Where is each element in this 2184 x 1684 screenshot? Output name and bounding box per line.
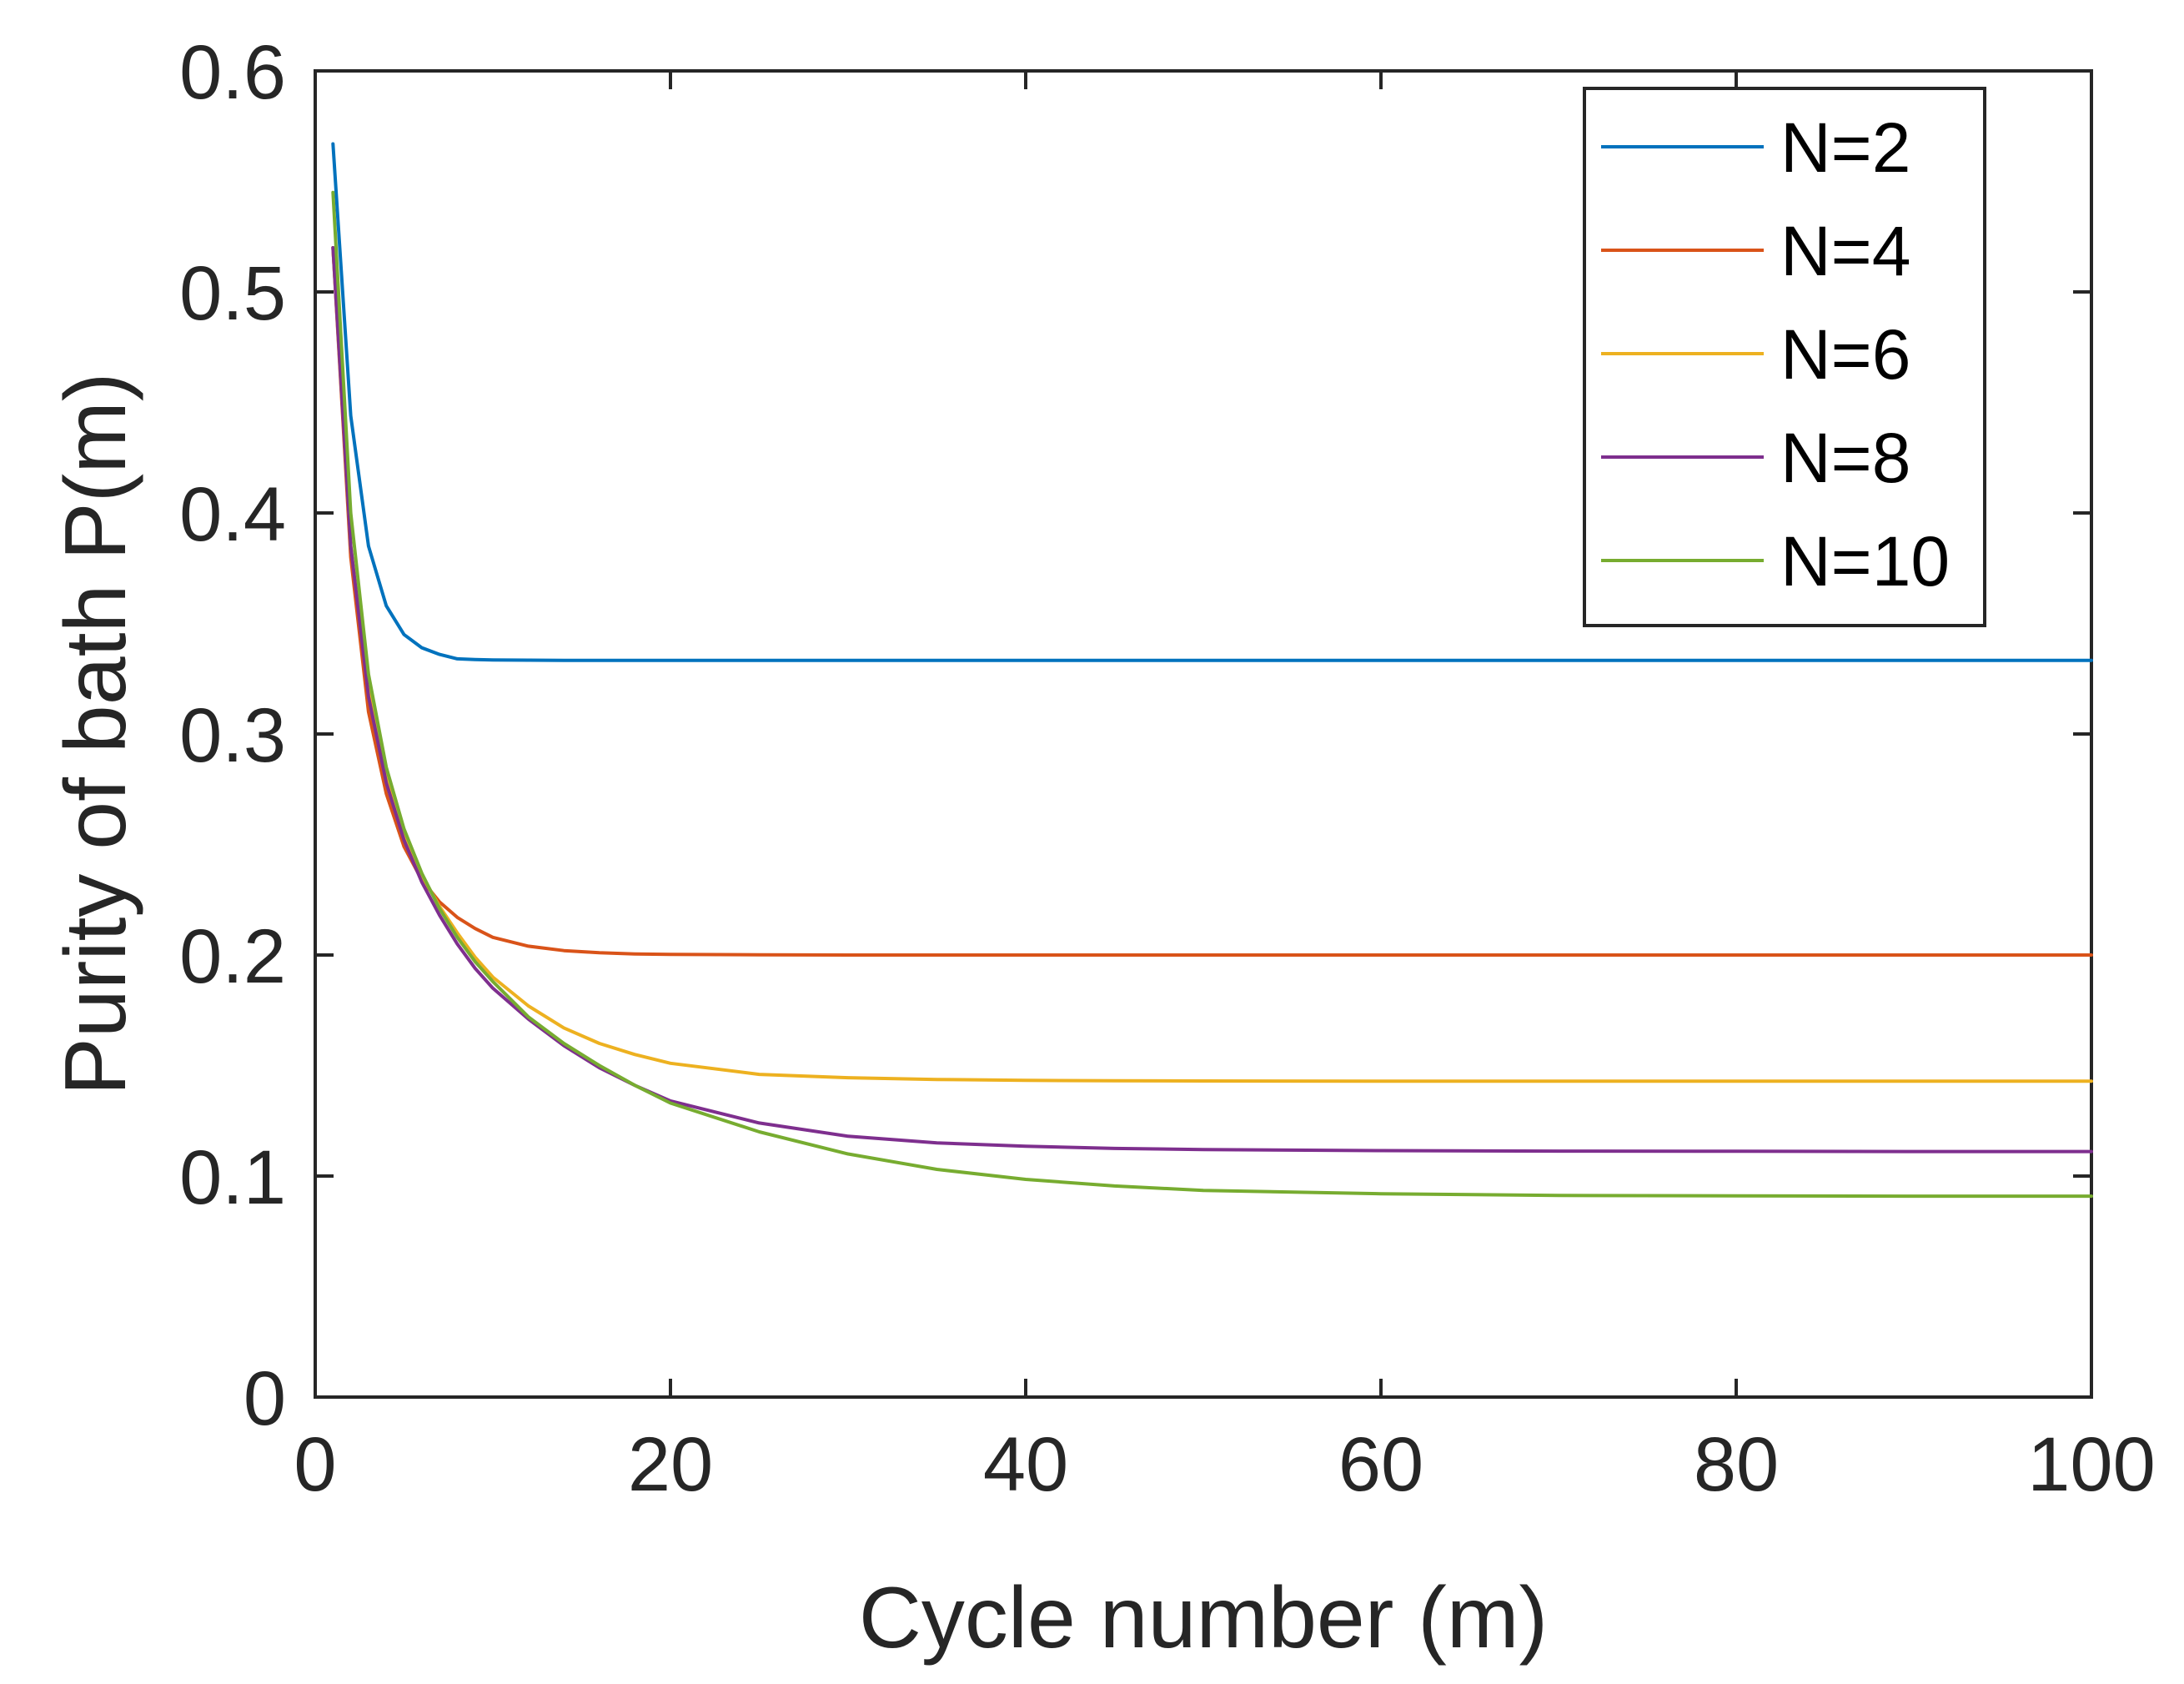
y-tick-label: 0.2 xyxy=(179,914,286,999)
y-tick-label: 0.1 xyxy=(179,1135,286,1220)
series-line-n6 xyxy=(331,246,2093,1083)
x-tick-label: 20 xyxy=(628,1422,713,1507)
legend: N=2 N=4 N=6 N=8 N=10 xyxy=(1583,87,1986,627)
x-axis-title: Cycle number (m) xyxy=(859,1570,1548,1666)
x-tick-label: 0 xyxy=(294,1422,336,1507)
y-tick-label: 0.3 xyxy=(179,693,286,778)
x-tick-label: 80 xyxy=(1694,1422,1779,1507)
legend-label: N=8 xyxy=(1780,419,1910,497)
series-line-n4 xyxy=(331,246,2093,957)
y-tick-label: 0.6 xyxy=(179,30,286,115)
legend-box xyxy=(1583,87,1986,627)
x-tick-label: 100 xyxy=(2027,1422,2156,1507)
y-tick-label: 0.4 xyxy=(179,472,286,557)
x-tick-label: 60 xyxy=(1338,1422,1423,1507)
x-tick-label: 40 xyxy=(983,1422,1068,1507)
legend-label: N=10 xyxy=(1780,522,1950,601)
y-tick-label: 0 xyxy=(244,1356,286,1441)
legend-label: N=6 xyxy=(1780,315,1910,394)
series-lines xyxy=(331,142,2093,1199)
series-line-n2 xyxy=(331,142,2093,662)
y-axis-title: Purity of bath P(m) xyxy=(48,373,144,1096)
series-line-n10 xyxy=(331,190,2093,1199)
legend-label: N=4 xyxy=(1780,212,1910,290)
legend-label: N=2 xyxy=(1780,108,1910,187)
y-tick-label: 0.5 xyxy=(179,251,286,336)
y-axis: 0 0.1 0.2 0.3 0.4 0.5 0.6 xyxy=(179,30,2091,1441)
x-axis: 0 20 40 60 80 100 xyxy=(294,71,2156,1507)
